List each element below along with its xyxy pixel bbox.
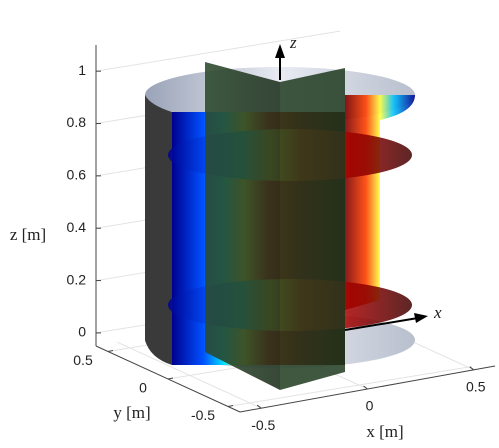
grid-line bbox=[95, 30, 341, 72]
z-tick-label: 0.2 bbox=[67, 271, 87, 287]
x-arrow bbox=[344, 317, 419, 331]
grid-line bbox=[117, 341, 262, 409]
tick-mark bbox=[227, 405, 234, 407]
grid-line bbox=[227, 366, 473, 407]
tick-mark bbox=[469, 366, 475, 371]
tick-mark bbox=[363, 385, 368, 390]
back-slice bbox=[345, 95, 415, 310]
tick-mark bbox=[167, 377, 174, 380]
x-tick-label: 0 bbox=[366, 398, 374, 414]
z-tick-label: 1 bbox=[78, 62, 86, 78]
y-tick-label: 0.5 bbox=[73, 352, 93, 368]
vertical-plane-right bbox=[280, 68, 345, 390]
tick-mark bbox=[107, 350, 114, 352]
tick-mark bbox=[256, 404, 262, 409]
y-tick-label: 0 bbox=[139, 380, 147, 396]
z-tick-label: 0.4 bbox=[67, 219, 87, 235]
arrow-label: x bbox=[433, 303, 442, 322]
y-tick-label: -0.5 bbox=[191, 407, 215, 423]
x-axis-label: x [m] bbox=[366, 422, 403, 441]
arrow-label: z bbox=[289, 33, 297, 52]
cylinder-wall bbox=[145, 95, 172, 365]
z-tick-label: 0.8 bbox=[67, 114, 87, 130]
z-axis-label: z [m] bbox=[10, 225, 46, 244]
z-arrow-head bbox=[275, 44, 285, 58]
cylinder bbox=[145, 44, 428, 390]
x-tick-label: -0.5 bbox=[251, 417, 275, 433]
y-axis-label: y [m] bbox=[113, 403, 150, 422]
x-tick-label: 0.5 bbox=[466, 379, 486, 395]
z-tick-label: 0 bbox=[78, 324, 86, 340]
x-arrow-head bbox=[414, 313, 428, 323]
z-tick-label: 0.6 bbox=[67, 167, 87, 183]
vertical-plane bbox=[205, 62, 280, 390]
